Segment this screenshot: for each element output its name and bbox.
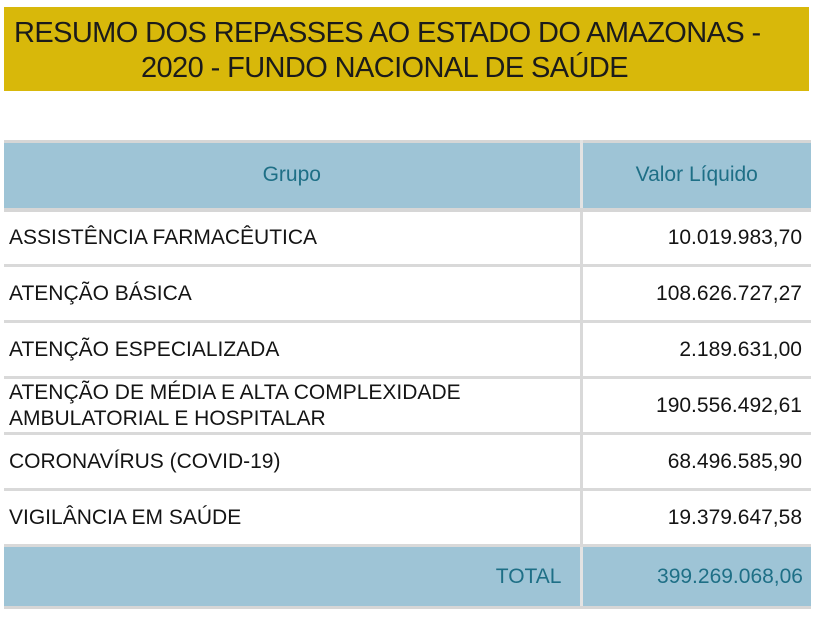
total-label: TOTAL — [4, 545, 583, 609]
transfers-table: Grupo Valor Líquido ASSISTÊNCIA FARMACÊU… — [4, 140, 811, 609]
row-group-cell: ASSISTÊNCIA FARMACÊUTICA — [4, 209, 583, 267]
row-group-cell: VIGILÂNCIA EM SAÚDE — [4, 489, 583, 547]
table-row: ATENÇÃO BÁSICA 108.626.727,27 — [4, 265, 811, 323]
title-line-2: 2020 - FUNDO NACIONAL DE SAÚDE — [141, 52, 629, 84]
table-header: Grupo Valor Líquido — [4, 140, 811, 212]
column-header-group: Grupo — [4, 140, 583, 212]
row-value-cell: 19.379.647,58 — [581, 489, 811, 547]
row-group-cell: CORONAVÍRUS (COVID-19) — [4, 433, 583, 491]
row-value-cell: 68.496.585,90 — [581, 433, 811, 491]
title-line-1: RESUMO DOS REPASSES AO ESTADO DO AMAZONA… — [14, 17, 761, 49]
table-row: ASSISTÊNCIA FARMACÊUTICA 10.019.983,70 — [4, 209, 811, 267]
column-header-value: Valor Líquido — [581, 140, 811, 212]
table-row: CORONAVÍRUS (COVID-19) 68.496.585,90 — [4, 433, 811, 491]
header-row: Grupo Valor Líquido — [4, 140, 811, 212]
row-value-cell: 108.626.727,27 — [581, 265, 811, 323]
row-group-cell: ATENÇÃO DE MÉDIA E ALTA COMPLEXIDADE AMB… — [4, 377, 583, 435]
total-value: 399.269.068,06 — [581, 545, 811, 609]
row-value-cell: 10.019.983,70 — [581, 209, 811, 267]
table-row: ATENÇÃO DE MÉDIA E ALTA COMPLEXIDADE AMB… — [4, 377, 811, 435]
row-group-cell: ATENÇÃO BÁSICA — [4, 265, 583, 323]
table-body: ASSISTÊNCIA FARMACÊUTICA 10.019.983,70 A… — [4, 209, 811, 547]
row-value-cell: 2.189.631,00 — [581, 321, 811, 379]
summary-table: Grupo Valor Líquido ASSISTÊNCIA FARMACÊU… — [4, 140, 811, 609]
row-value-cell: 190.556.492,61 — [581, 377, 811, 435]
row-group-line-1: ATENÇÃO DE MÉDIA E ALTA COMPLEXIDADE — [9, 380, 461, 404]
row-group-line-2: AMBULATORIAL E HOSPITALAR — [9, 406, 326, 430]
table-footer: TOTAL 399.269.068,06 — [4, 545, 811, 609]
total-row: TOTAL 399.269.068,06 — [4, 545, 811, 609]
row-group-cell: ATENÇÃO ESPECIALIZADA — [4, 321, 583, 379]
title-banner: RESUMO DOS REPASSES AO ESTADO DO AMAZONA… — [4, 7, 809, 91]
table-row: VIGILÂNCIA EM SAÚDE 19.379.647,58 — [4, 489, 811, 547]
table-row: ATENÇÃO ESPECIALIZADA 2.189.631,00 — [4, 321, 811, 379]
